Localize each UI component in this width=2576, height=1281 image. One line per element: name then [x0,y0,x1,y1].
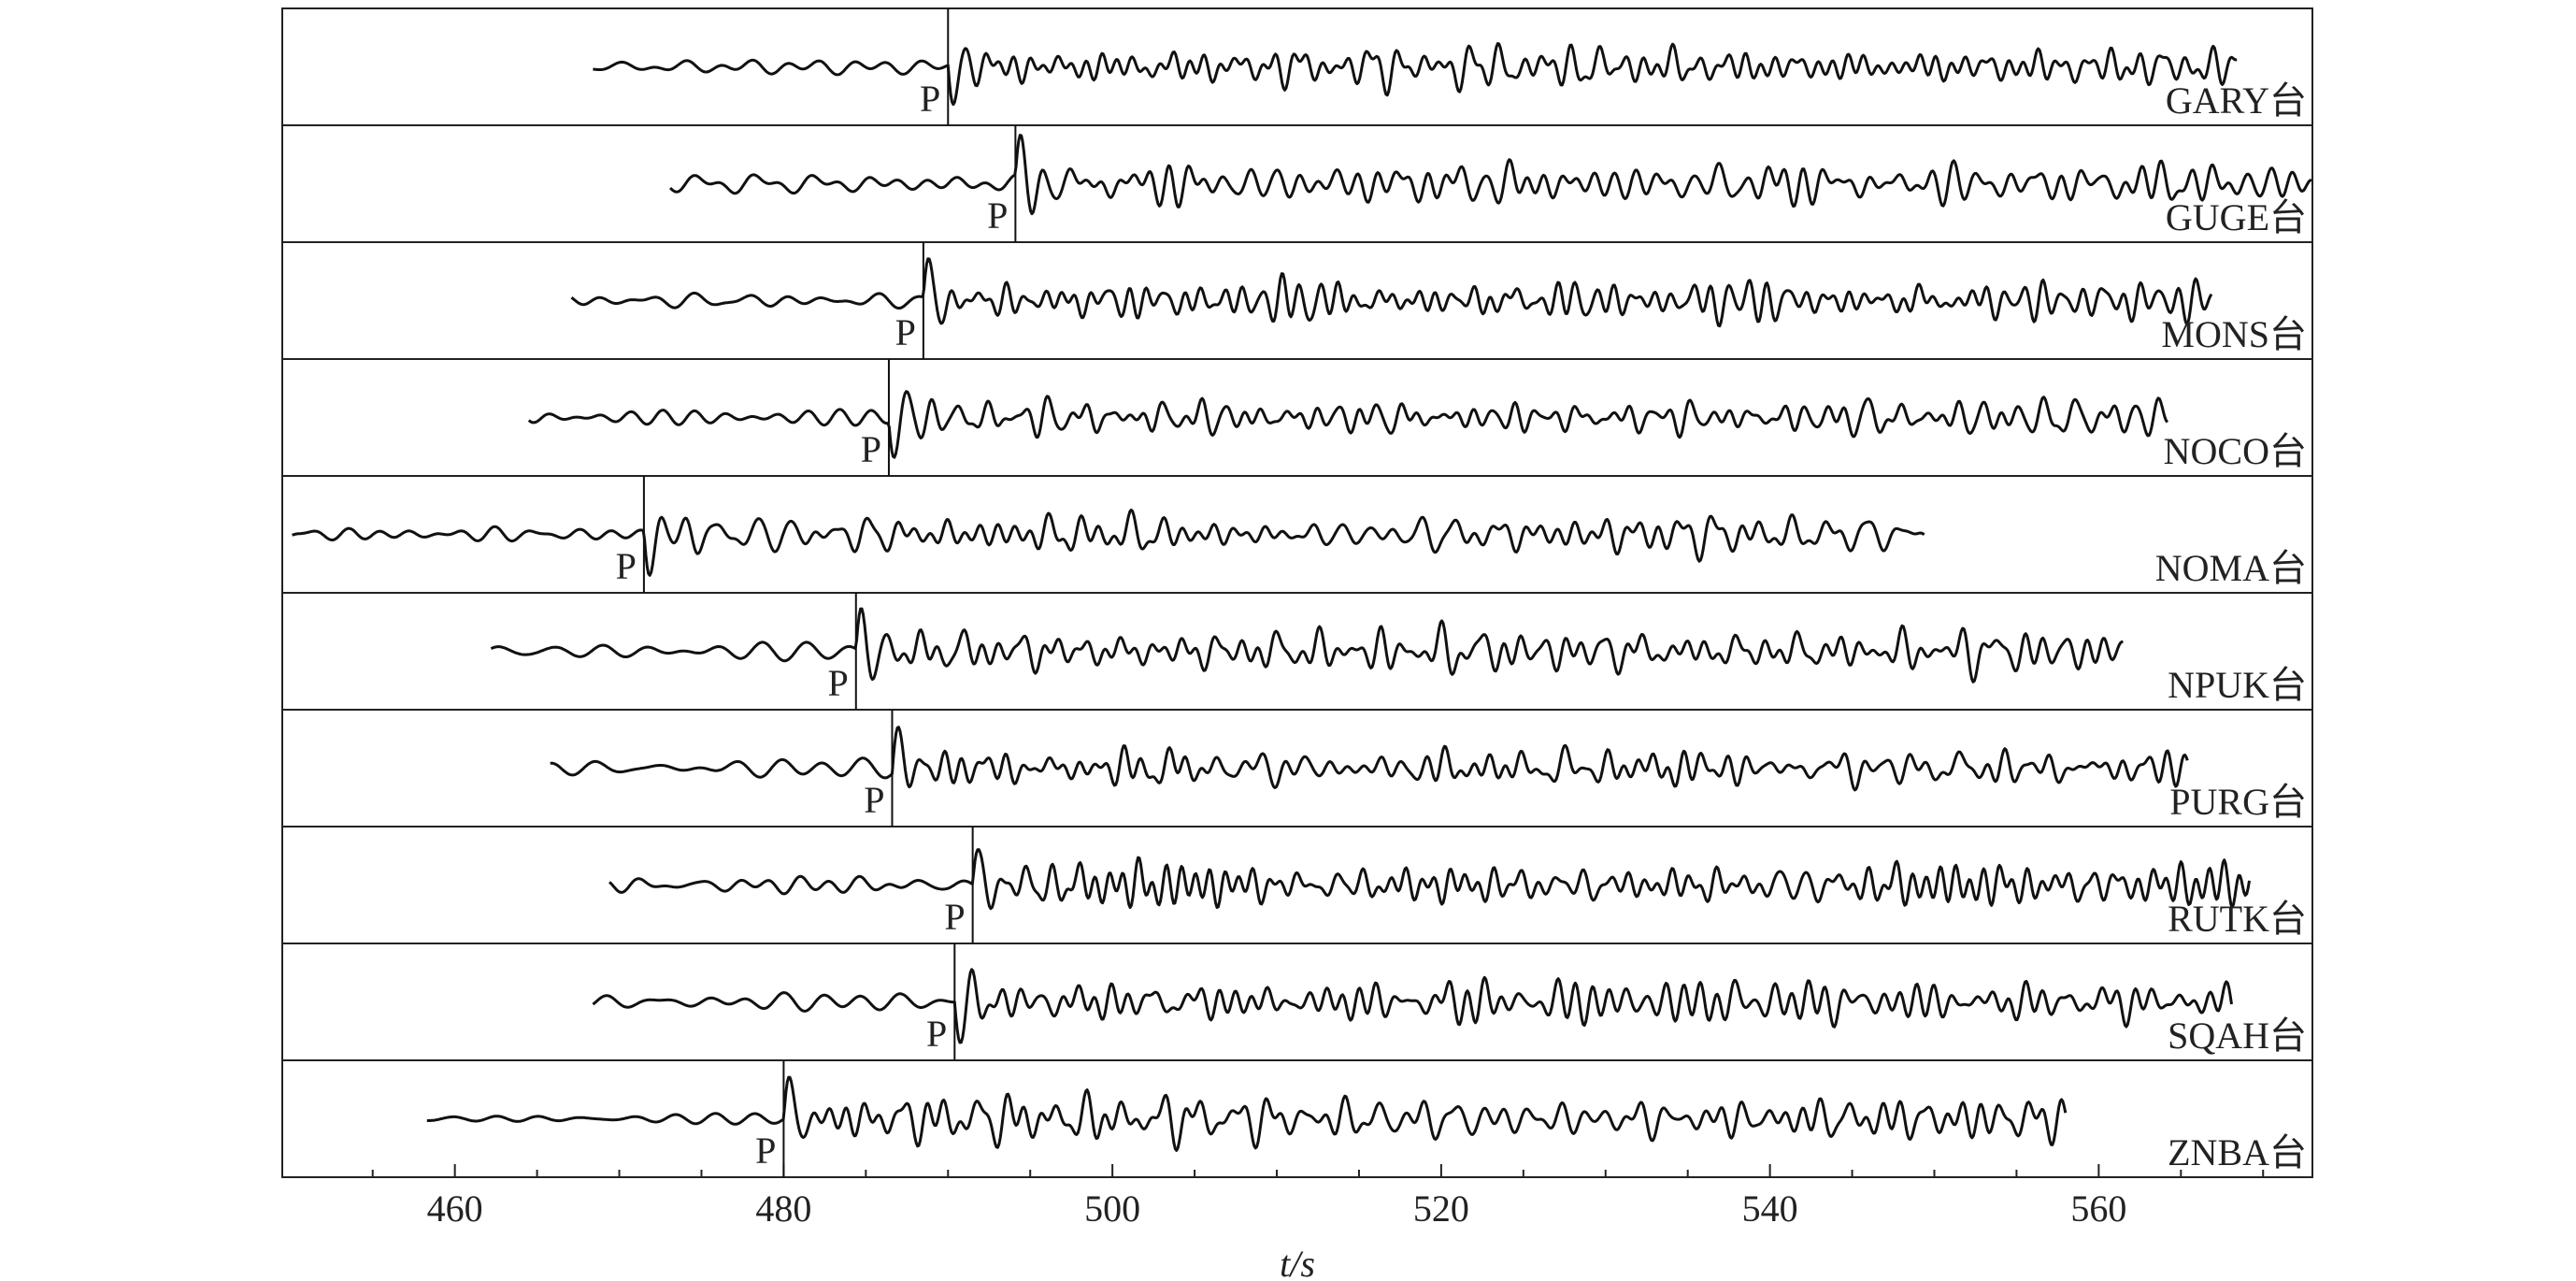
p-label: P [987,194,1008,237]
waveform [550,726,2189,792]
x-tick-label: 540 [1742,1187,1798,1230]
station-label: GARY台 [2166,79,2307,122]
x-tick-label: 560 [2070,1187,2126,1230]
x-tick-label: 480 [755,1187,811,1230]
waveform [490,607,2124,684]
station-label: MONS台 [2161,313,2307,355]
station-label: NOMA台 [2155,547,2307,589]
p-label: P [864,779,884,821]
station-label: ZNBA台 [2168,1131,2307,1173]
p-label: P [861,428,881,470]
station-label: SQAH台 [2168,1015,2307,1057]
station-label: NPUK台 [2168,664,2307,706]
station-label: GUGE台 [2166,196,2307,238]
station-label: RUTK台 [2168,898,2307,940]
p-label: P [944,896,965,938]
waveform [292,508,1925,577]
p-label: P [920,78,940,120]
waveform [426,1075,2068,1152]
waveform [570,257,2213,328]
x-tick-label: 500 [1084,1187,1140,1230]
x-tick-label: 460 [427,1187,483,1230]
x-axis-label: t/s [1280,1243,1315,1281]
waveform [527,390,2169,459]
p-label: P [755,1130,776,1172]
waveform [592,968,2233,1044]
p-label: P [895,311,916,353]
p-label: P [828,662,849,704]
waveform [593,42,2238,107]
p-label: P [616,545,637,587]
station-label: NOCO台 [2164,430,2307,472]
p-label: P [926,1013,947,1055]
waveform [669,134,2312,216]
waveform [608,848,2251,911]
x-tick-label: 520 [1413,1187,1469,1230]
station-label: PURG台 [2169,781,2307,823]
